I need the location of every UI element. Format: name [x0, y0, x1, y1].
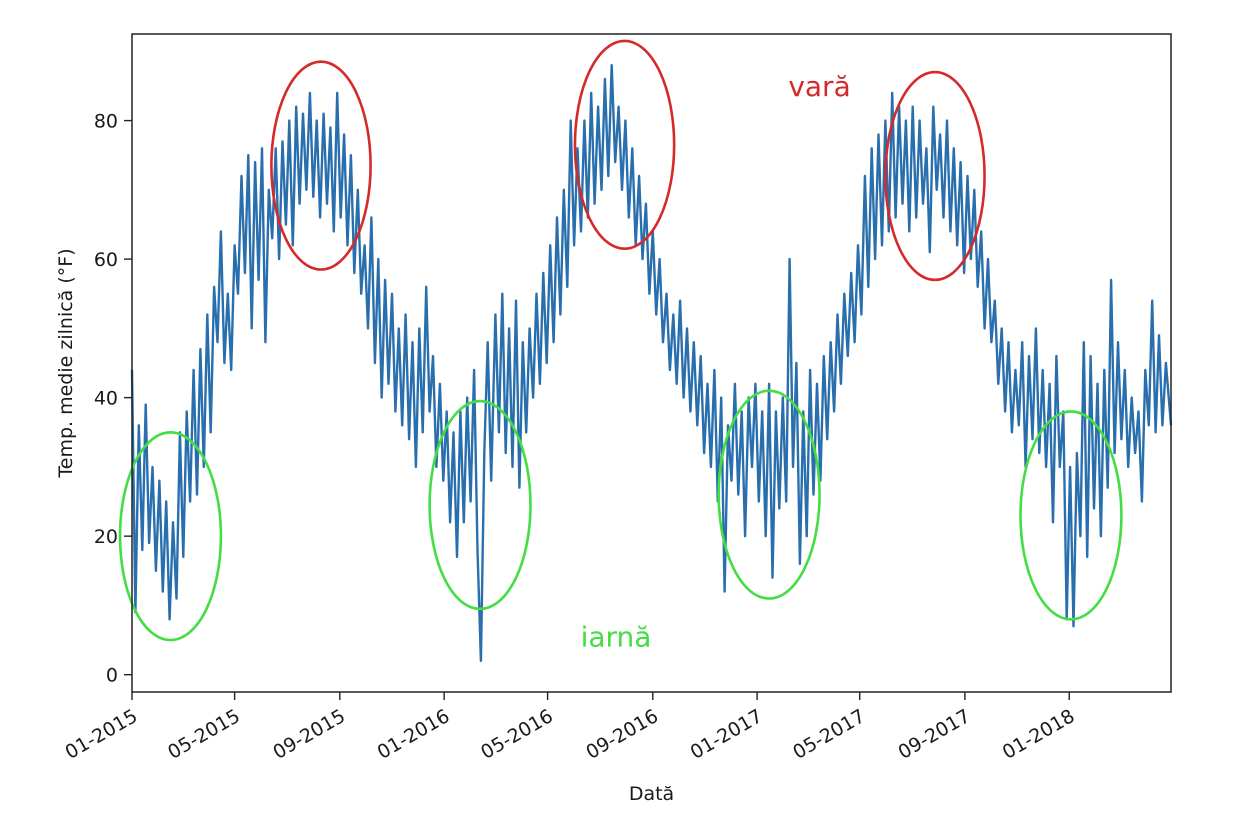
x-axis-ticks: 01-2015 05-2015 09-2015 01-2016 05-2016 09-20… [62, 692, 1079, 764]
x-tick-label: 05-2017 [789, 705, 869, 764]
summer-circle-1 [270, 60, 372, 271]
x-tick-label: 01-2018 [999, 705, 1079, 764]
y-axis-ticks: 0 20 40 60 80 [94, 111, 132, 687]
x-tick-label: 01-2017 [687, 705, 767, 764]
y-tick-label: 40 [94, 388, 118, 410]
series-layer [130, 64, 1173, 662]
winter-circle-2 [428, 399, 532, 611]
x-tick-label: 01-2016 [374, 705, 454, 764]
x-tick-label: 09-2016 [582, 705, 662, 764]
y-tick-label: 0 [106, 665, 118, 687]
summer-circle-2 [573, 39, 676, 251]
winter-circle-1 [118, 430, 223, 642]
x-tick-label: 05-2016 [477, 705, 557, 764]
x-tick-label: 09-2017 [894, 705, 974, 764]
x-axis-label: Dată [629, 783, 674, 805]
winter-label: iarnă [581, 621, 652, 654]
summer-label: vară [788, 70, 850, 103]
annotation-circles [118, 39, 1123, 642]
y-tick-label: 60 [94, 249, 118, 271]
winter-circle-4 [1019, 410, 1123, 621]
y-tick-label: 20 [94, 526, 118, 548]
x-tick-label: 01-2015 [62, 705, 142, 764]
plot-frame [131, 33, 1172, 693]
series-line-0 [130, 64, 1173, 662]
x-tick-label: 09-2015 [269, 705, 349, 764]
x-tick-label: 05-2015 [164, 705, 244, 764]
summer-circle-3 [884, 70, 986, 282]
winter-circle-3 [717, 389, 821, 600]
y-axis-label: Temp. medie zilnică (°F) [55, 248, 77, 478]
y-tick-label: 80 [94, 111, 118, 133]
